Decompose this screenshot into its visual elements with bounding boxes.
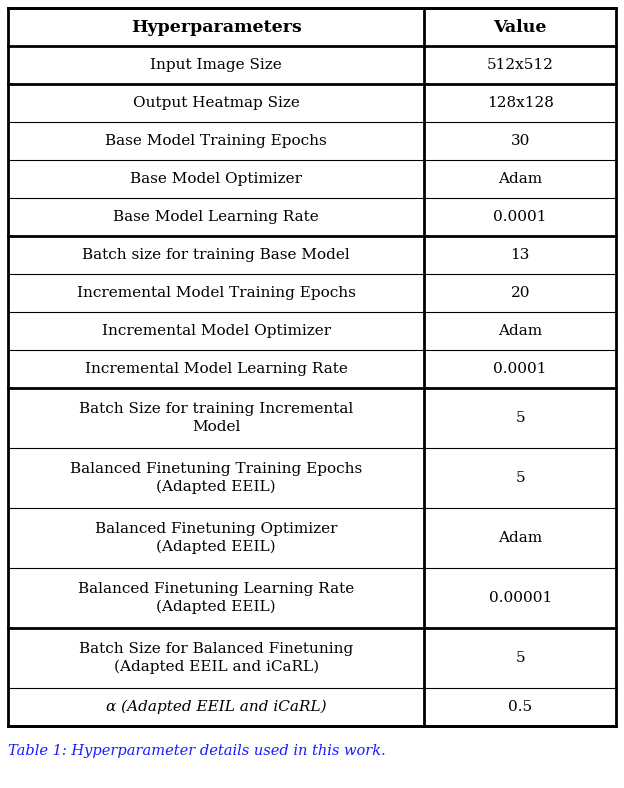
Text: Batch Size for training Incremental
Model: Batch Size for training Incremental Mode… [79, 403, 353, 433]
Text: 5: 5 [515, 411, 525, 425]
Text: Input Image Size: Input Image Size [150, 58, 282, 72]
Text: Incremental Model Learning Rate: Incremental Model Learning Rate [85, 362, 348, 376]
Text: 5: 5 [515, 651, 525, 665]
Text: Balanced Finetuning Optimizer
(Adapted EEIL): Balanced Finetuning Optimizer (Adapted E… [95, 522, 338, 554]
Text: Base Model Optimizer: Base Model Optimizer [130, 172, 302, 186]
Text: Adam: Adam [498, 172, 542, 186]
Text: Batch Size for Balanced Finetuning
(Adapted EEIL and iCaRL): Batch Size for Balanced Finetuning (Adap… [79, 642, 353, 674]
Text: Value: Value [494, 18, 547, 35]
Text: Incremental Model Optimizer: Incremental Model Optimizer [102, 324, 331, 338]
Text: 30: 30 [510, 134, 530, 148]
Text: 13: 13 [510, 248, 530, 262]
Text: Incremental Model Training Epochs: Incremental Model Training Epochs [77, 286, 356, 300]
Text: 128x128: 128x128 [487, 96, 553, 110]
Text: Balanced Finetuning Learning Rate
(Adapted EEIL): Balanced Finetuning Learning Rate (Adapt… [78, 582, 354, 614]
Text: Adam: Adam [498, 324, 542, 338]
Text: 0.00001: 0.00001 [489, 591, 552, 605]
Text: 0.0001: 0.0001 [494, 362, 547, 376]
Text: 512x512: 512x512 [487, 58, 553, 72]
Text: Batch size for training Base Model: Batch size for training Base Model [82, 248, 350, 262]
Text: Table 1: Hyperparameter details used in this work.: Table 1: Hyperparameter details used in … [8, 744, 386, 758]
Text: Adam: Adam [498, 531, 542, 545]
Text: Base Model Training Epochs: Base Model Training Epochs [105, 134, 327, 148]
Text: 0.0001: 0.0001 [494, 210, 547, 224]
Text: α (Adapted EEIL and iCaRL): α (Adapted EEIL and iCaRL) [106, 700, 326, 714]
Text: 0.5: 0.5 [508, 700, 532, 714]
Text: 20: 20 [510, 286, 530, 300]
Text: Base Model Learning Rate: Base Model Learning Rate [114, 210, 319, 224]
Text: Output Heatmap Size: Output Heatmap Size [133, 96, 300, 110]
Text: Hyperparameters: Hyperparameters [131, 18, 301, 35]
Text: 5: 5 [515, 471, 525, 485]
Text: Balanced Finetuning Training Epochs
(Adapted EEIL): Balanced Finetuning Training Epochs (Ada… [70, 462, 363, 494]
